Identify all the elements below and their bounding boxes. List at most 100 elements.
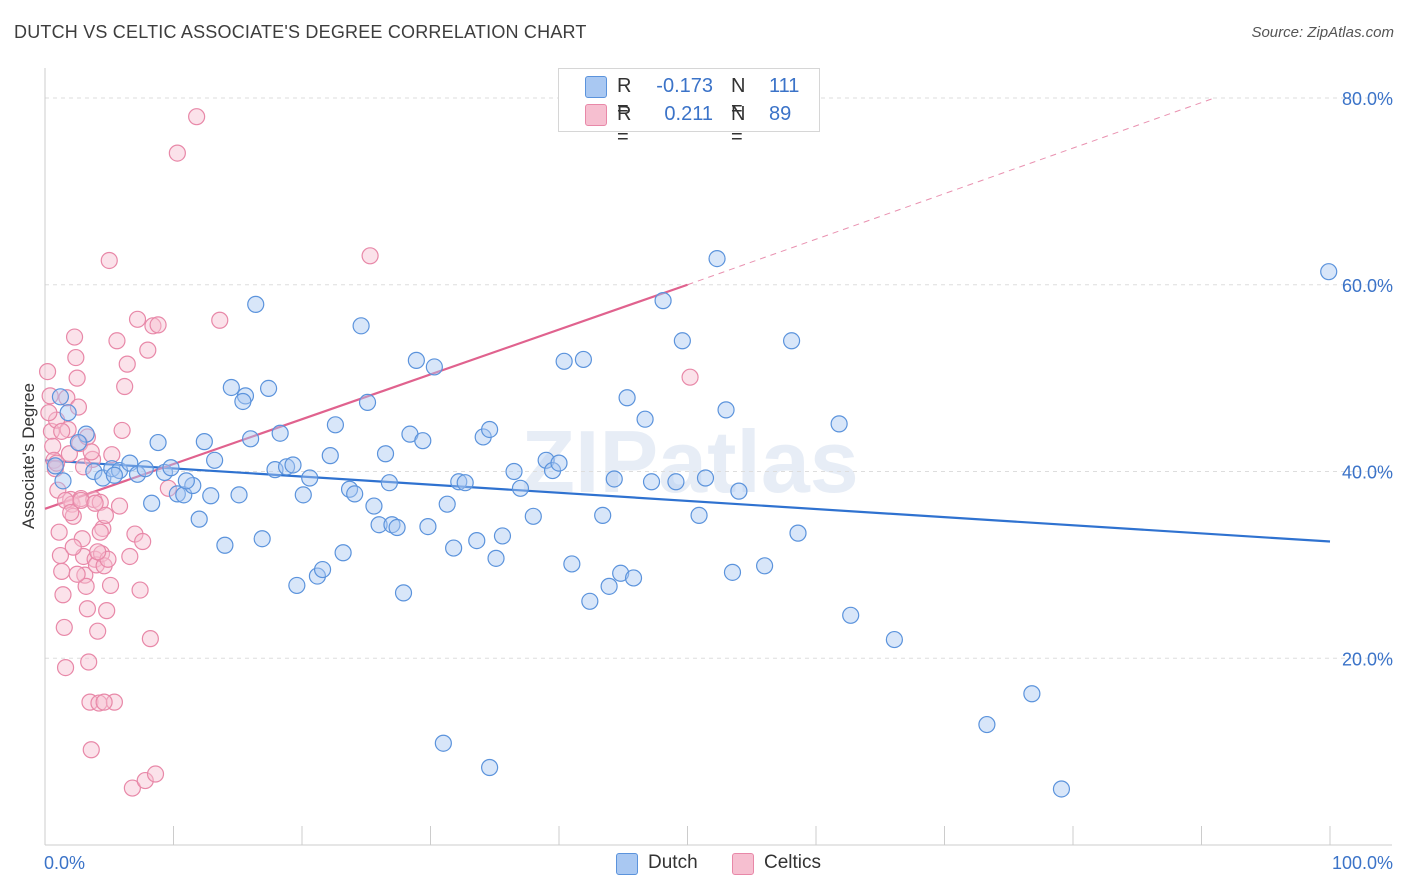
- chart-title: DUTCH VS CELTIC ASSOCIATE'S DEGREE CORRE…: [14, 22, 587, 42]
- dutch-point: [594, 506, 612, 524]
- celtics-point: [72, 491, 90, 510]
- dutch-point: [456, 474, 474, 492]
- dutch-point: [581, 592, 599, 610]
- dutch-point: [618, 389, 636, 407]
- celtics-r-label: R =: [617, 103, 632, 148]
- celtics-point: [144, 317, 162, 335]
- celtics-point: [361, 247, 379, 265]
- celtics-point: [681, 368, 699, 386]
- dutch-point: [505, 462, 523, 481]
- celtics-point: [188, 108, 206, 126]
- celtics-point: [123, 779, 141, 797]
- dutch-point: [177, 472, 195, 490]
- dutch-point: [352, 317, 370, 335]
- dutch-point: [149, 433, 167, 452]
- dutch-point: [253, 530, 271, 548]
- dutch-point: [59, 404, 77, 422]
- dutch-point: [414, 432, 432, 450]
- dutch-point: [271, 424, 289, 442]
- celtics-point: [40, 404, 58, 422]
- celtics-point: [82, 741, 100, 759]
- dutch-point: [673, 332, 691, 350]
- celtics-swatch: [585, 104, 607, 126]
- celtics-point: [96, 506, 114, 524]
- dutch-point: [376, 445, 395, 463]
- dutch-point: [524, 507, 542, 525]
- celtics-point: [86, 494, 104, 512]
- dutch-point: [696, 469, 715, 487]
- dutch-point: [340, 480, 359, 498]
- dutch-point: [105, 466, 123, 484]
- dutch-point: [175, 486, 193, 504]
- dutch-point: [468, 531, 486, 550]
- y-tick-label: 40.0%: [1342, 463, 1393, 483]
- celtics-point: [149, 316, 167, 334]
- celtics-r-value: 0.211: [664, 103, 713, 125]
- celtics-point: [128, 310, 147, 328]
- celtics-point: [121, 547, 139, 566]
- celtics-point: [136, 771, 154, 790]
- celtics-point: [78, 600, 97, 618]
- celtics-point: [64, 538, 82, 556]
- dutch-point: [885, 630, 903, 649]
- dutch-legend-label: Dutch: [648, 852, 698, 873]
- celtics-point: [89, 622, 107, 640]
- celtics-point: [50, 523, 68, 541]
- dutch-point: [445, 539, 463, 557]
- celtics-point: [110, 497, 129, 515]
- celtics-point: [67, 348, 85, 367]
- dutch-point: [168, 485, 186, 503]
- dutch-point: [605, 470, 623, 488]
- dutch-point: [789, 524, 807, 542]
- celtics-point: [146, 765, 165, 783]
- dutch-point: [550, 454, 568, 472]
- celtics-n-label: N =: [731, 103, 746, 148]
- dutch-point: [326, 416, 345, 434]
- celtics-point: [62, 503, 80, 522]
- celtics-point: [103, 446, 121, 464]
- celtics-point: [159, 479, 177, 497]
- celtics-point: [113, 421, 131, 440]
- celtics-point: [108, 332, 126, 350]
- dutch-point: [334, 544, 352, 562]
- celtics-point: [56, 658, 75, 677]
- celtics-point: [101, 576, 120, 595]
- dutch-point: [450, 473, 468, 491]
- dutch-point: [321, 447, 339, 465]
- dutch-point: [301, 469, 319, 487]
- dutch-point: [708, 250, 726, 268]
- dutch-point: [723, 563, 742, 581]
- celtics-point: [91, 493, 109, 511]
- celtics-point: [80, 653, 98, 671]
- celtics-trend-line: [44, 283, 688, 510]
- celtics-point: [53, 422, 71, 440]
- celtics-n-value: 89: [769, 103, 792, 125]
- x-tick-label: 100.0%: [1332, 853, 1393, 873]
- dutch-point: [346, 485, 364, 503]
- dutch-point: [636, 410, 654, 428]
- dutch-n-label: N =: [731, 75, 746, 120]
- dutch-point: [537, 451, 555, 469]
- dutch-point: [277, 458, 296, 476]
- dutch-point: [383, 516, 401, 534]
- dutch-point: [195, 433, 213, 451]
- dutch-r-value: -0.173: [656, 75, 713, 97]
- dutch-point: [407, 351, 425, 369]
- dutch-point: [842, 606, 860, 624]
- dutch-point: [493, 527, 512, 545]
- celtics-trend-extension: [687, 97, 1215, 286]
- dutch-point: [69, 433, 88, 452]
- celtics-point: [65, 328, 84, 346]
- celtics-point: [55, 618, 73, 637]
- watermark: ZIPatlas: [521, 412, 858, 511]
- dutch-point: [624, 569, 643, 587]
- dutch-point: [46, 457, 64, 475]
- dutch-point: [288, 576, 306, 595]
- dutch-n-value: 111: [769, 75, 800, 97]
- celtics-point: [74, 458, 93, 476]
- dutch-point: [85, 462, 103, 481]
- dutch-point: [230, 486, 248, 504]
- celtics-point: [77, 577, 95, 595]
- dutch-point: [438, 495, 456, 513]
